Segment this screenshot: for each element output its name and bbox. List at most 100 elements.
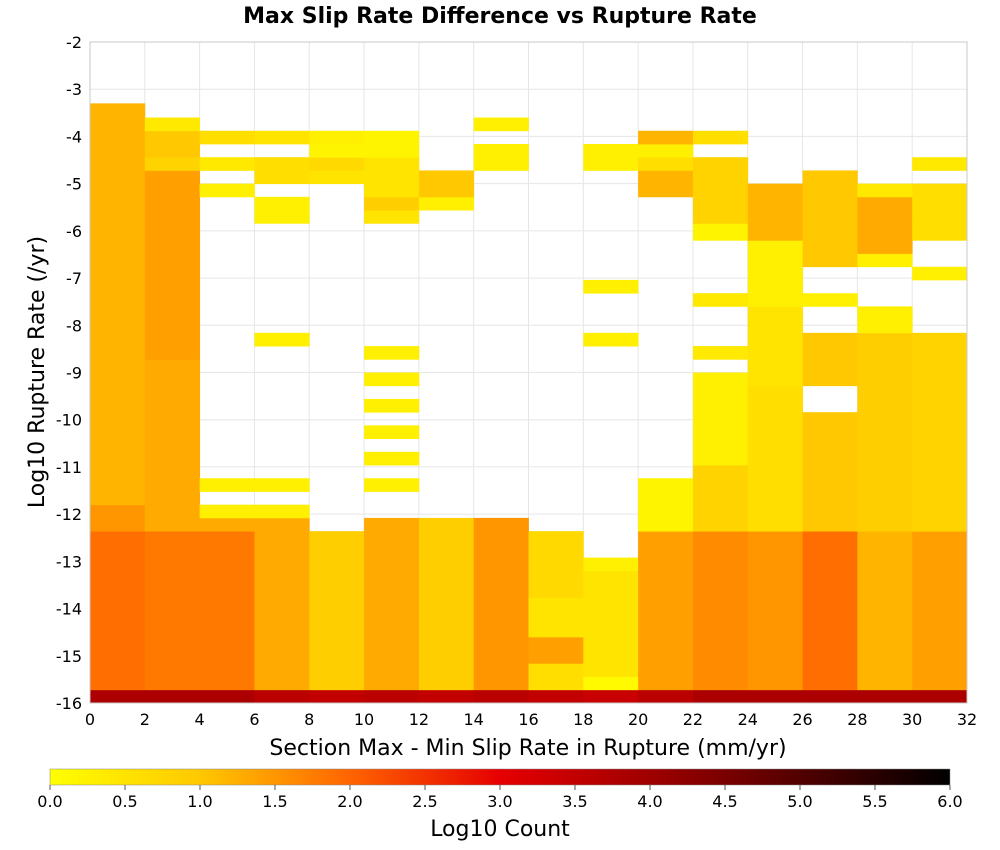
colorbar-tick-labels: 0.0 0.5 1.0 1.5 2.0 2.5 3.0 3.5 4.0 4.5 5.0 5.5 6.0 (37, 785, 963, 811)
x-tick-label-14: 28 (847, 710, 867, 729)
y-tick-label-0: -2 (66, 33, 82, 52)
heatmap-cell-x6-5 (254, 196, 310, 224)
heatmap-cell-x20-1 (638, 531, 694, 691)
colorbar-tick-label-8: 4.0 (637, 792, 662, 811)
colorbar-tick-label-4: 2.0 (337, 792, 362, 811)
colorbar-tick-label-6: 3.0 (487, 792, 512, 811)
heatmap-cell-x26-1 (802, 531, 858, 691)
heatmap-cell-x28-4 (857, 253, 913, 268)
heatmap-cell-x4-4 (199, 478, 255, 492)
heatmap-cell-x2-0 (144, 689, 201, 704)
heatmap-cell-x12-2 (418, 196, 475, 211)
heatmap-cell-x22-1 (692, 531, 749, 691)
y-tick-label-6: -8 (66, 316, 82, 335)
heatmap-cell-x16-1 (528, 663, 584, 691)
heatmap-cell-x26-5 (802, 170, 858, 268)
heatmap-cell-x24-6 (747, 183, 803, 241)
heatmap-cell-x6-2 (254, 504, 310, 519)
heatmap-cell-x24-1 (747, 531, 803, 691)
heatmap-cell-x24-3 (747, 385, 803, 479)
heatmap-cell-x22-2 (692, 465, 749, 532)
heatmap-cell-x12-0 (418, 689, 475, 704)
heatmap-cell-x30-0 (912, 689, 968, 704)
x-tick-label-15: 30 (902, 710, 922, 729)
heatmap-cell-x26-3 (802, 332, 858, 387)
heatmap-cells (90, 103, 968, 704)
y-tick-label-4: -6 (66, 222, 82, 241)
y-tick-label-5: -7 (66, 269, 82, 288)
x-tick-labels: 0 2 4 6 8 10 12 14 16 18 20 22 24 26 28 30 32 (85, 710, 977, 729)
heatmap-cell-x14-1 (473, 517, 529, 691)
heatmap-cell-x28-3 (857, 306, 913, 334)
y-tick-label-11: -13 (56, 552, 82, 571)
heatmap-cell-x22-0 (692, 689, 749, 704)
x-tick-label-10: 20 (628, 710, 648, 729)
heatmap-cell-x18-0 (583, 689, 639, 704)
heatmap-cell-x24-0 (747, 689, 803, 704)
heatmap-cell-x28-0 (857, 689, 913, 704)
heatmap-cell-x18-1 (583, 676, 639, 691)
x-tick-label-0: 0 (85, 710, 95, 729)
heatmap-cell-x18-4 (583, 332, 639, 347)
heatmap-cell-x2-1 (144, 531, 201, 691)
y-tick-label-9: -11 (56, 458, 82, 477)
colorbar-tick-label-7: 3.5 (562, 792, 587, 811)
heatmap-cell-x24-5 (747, 240, 803, 307)
heatmap-cell-x30-5 (912, 183, 968, 224)
x-tick-label-12: 24 (738, 710, 758, 729)
heatmap-cell-x4-0 (199, 689, 255, 704)
colorbar-tick-label-5: 2.5 (412, 792, 437, 811)
heatmap-cell-x0-2 (90, 504, 146, 532)
x-axis-title: Section Max - Min Slip Rate in Rupture (… (269, 736, 786, 761)
heatmap-cell-x18-3 (583, 557, 639, 572)
x-tick-label-5: 10 (354, 710, 374, 729)
heatmap-cell-x22-7 (692, 157, 749, 224)
heatmap-cell-x2-6 (144, 117, 201, 132)
heatmap-cell-x24-4 (747, 306, 803, 387)
heatmap-cell-x8-5 (309, 130, 365, 145)
colorbar-tick-label-12: 6.0 (937, 792, 962, 811)
heatmap-cell-x2-5 (144, 130, 201, 158)
y-tick-label-14: -16 (56, 694, 82, 713)
heatmap-cell-x22-6 (692, 223, 749, 241)
heatmap-cell-x30-3 (912, 266, 968, 281)
heatmap-cell-x18-2 (583, 570, 639, 677)
heatmap-cell-x22-5 (692, 293, 749, 307)
heatmap-cell-x10-5 (364, 398, 420, 413)
heatmap-cell-x0-0 (90, 689, 146, 704)
heatmap-cell-x10-6 (364, 372, 420, 387)
heatmap-cell-x24-2 (747, 478, 803, 532)
x-tick-label-1: 2 (140, 710, 150, 729)
heatmap-cell-x16-3 (528, 597, 584, 638)
heatmap-cell-x28-5 (857, 196, 913, 254)
heatmap-cell-x28-2 (857, 332, 913, 532)
heatmap-cell-x18-6 (583, 157, 639, 171)
heatmap-cell-x20-3 (638, 170, 694, 198)
colorbar-tick-label-11: 5.5 (862, 792, 887, 811)
colorbar-title: Log10 Count (430, 817, 570, 842)
heatmap-cell-x16-4 (528, 531, 584, 598)
heatmap-cell-x6-7 (254, 130, 310, 145)
heatmap-cell-x10-1 (364, 517, 420, 691)
chart-title: Max Slip Rate Difference vs Rupture Rate (243, 4, 757, 29)
heatmap-cell-x6-1 (254, 517, 310, 691)
heatmap-cell-x8-4 (309, 143, 365, 158)
heatmap-cell-x2-3 (144, 170, 201, 360)
heatmap-cell-x26-2 (802, 412, 858, 532)
heatmap-cell-x18-5 (583, 279, 639, 294)
heatmap-cell-x4-1 (199, 531, 255, 691)
x-tick-label-9: 18 (573, 710, 593, 729)
heatmap-cell-x10-0 (364, 689, 420, 704)
heatmap-cell-x10-10 (364, 157, 420, 198)
x-tick-label-4: 8 (304, 710, 314, 729)
y-tick-label-3: -5 (66, 175, 82, 194)
colorbar-tick-label-1: 0.5 (112, 792, 137, 811)
y-axis-title: Log10 Rupture Rate (/yr) (25, 236, 50, 508)
heatmap-cell-x2-4 (144, 157, 201, 171)
heatmap-cell-x8-2 (309, 170, 365, 185)
heatmap-cell-x8-3 (309, 157, 365, 171)
heatmap-cell-x10-8 (364, 210, 420, 224)
y-tick-label-13: -15 (56, 647, 82, 666)
colorbar-tick-label-9: 4.5 (712, 792, 737, 811)
